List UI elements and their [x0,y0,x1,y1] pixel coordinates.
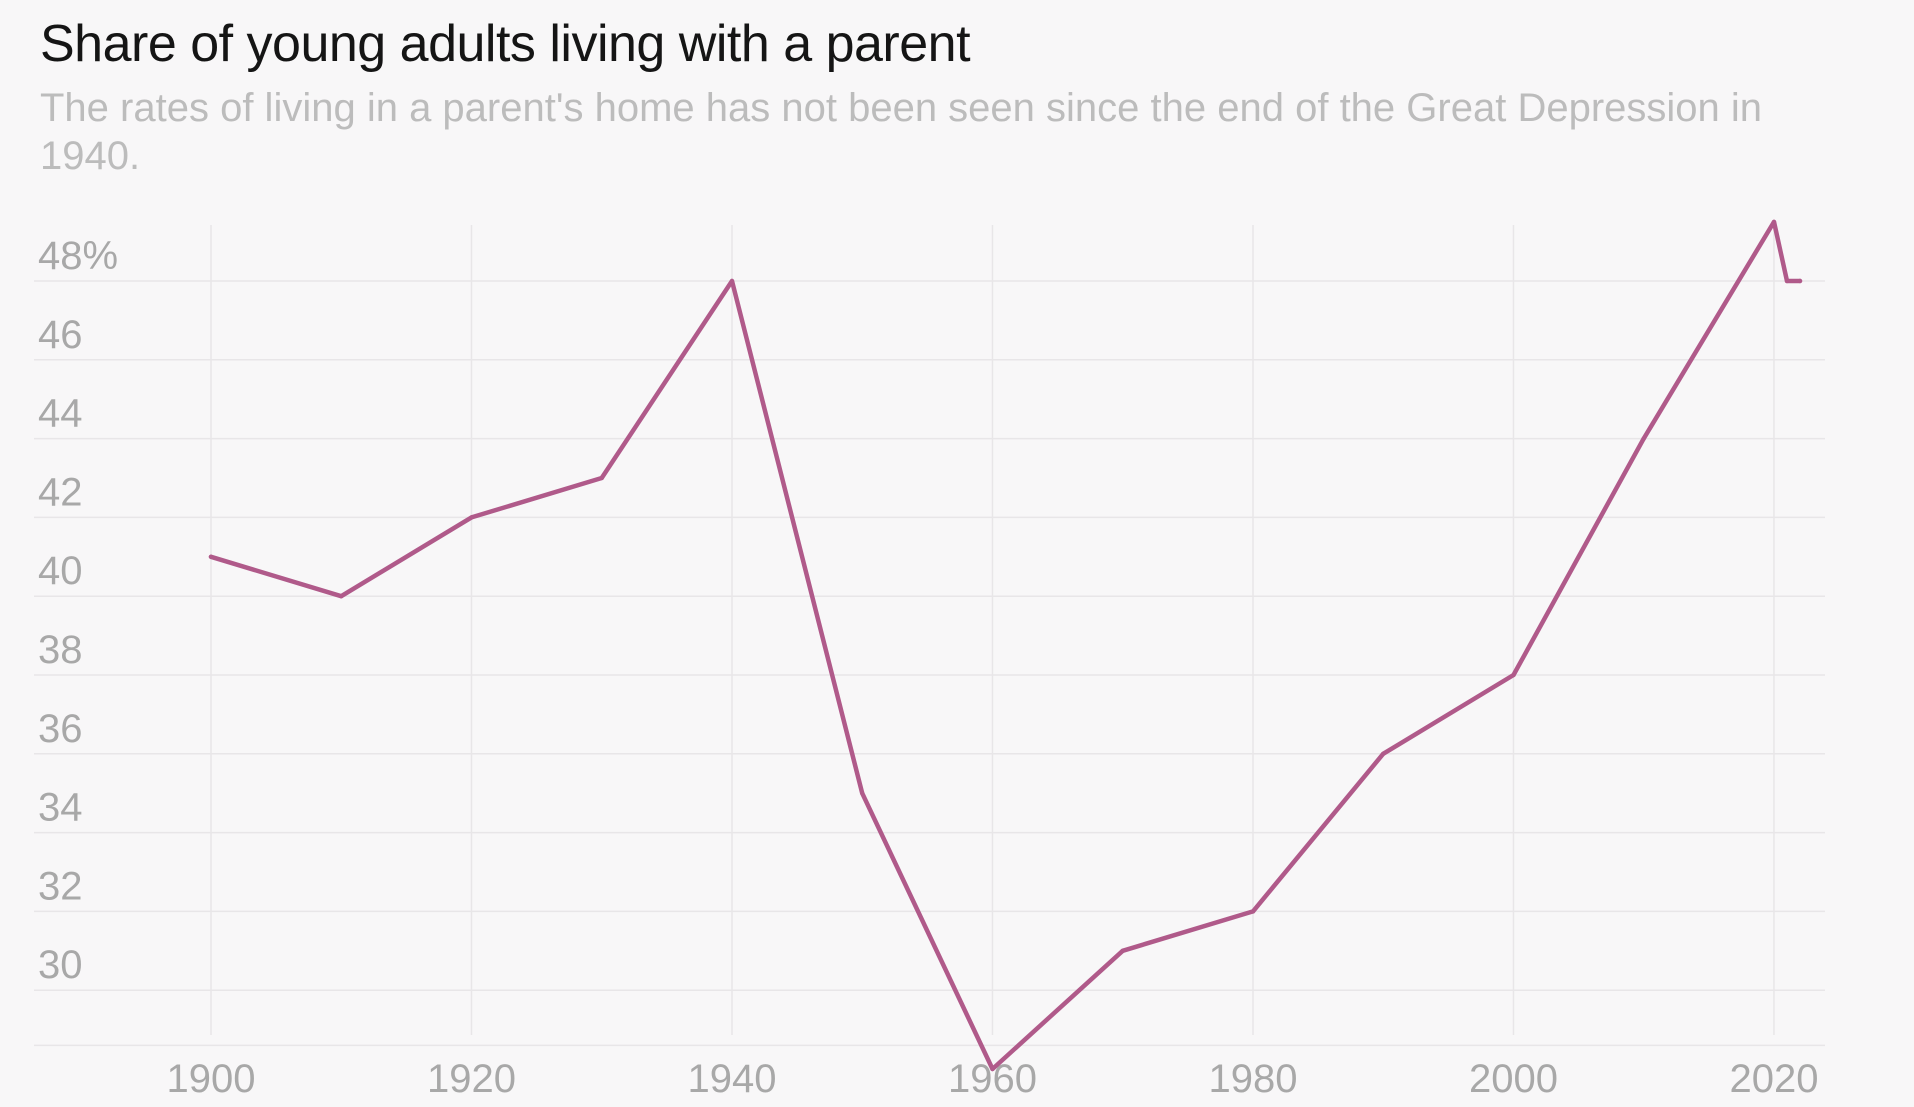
y-tick-label: 40 [38,549,83,593]
data-point [339,594,344,599]
y-tick-label: 48% [38,234,118,278]
x-tick-label: 1940 [687,1057,776,1101]
y-tick-label: 36 [38,707,83,751]
x-tick-label: 1980 [1208,1057,1297,1101]
data-point [1641,436,1646,441]
data-point [599,475,604,481]
y-tick-label: 30 [38,943,83,987]
data-point [1797,278,1803,284]
y-tick-label: 32 [38,864,83,908]
chart-title: Share of young adults living with a pare… [40,15,971,73]
data-point [990,1066,995,1072]
series-group [208,219,1803,1072]
y-tick-label: 34 [38,786,83,830]
chart-subtitle: The rates of living in a parent's home h… [40,86,1763,178]
x-axis-ticks: 1900 1920 1940 1960 1980 2000 2020 [167,1057,1819,1101]
data-point [1771,219,1777,225]
data-point [729,278,735,284]
data-point [1120,948,1125,953]
y-tick-label: 44 [38,392,83,436]
data-point [469,515,474,520]
y-axis-ticks: 48% 46 44 42 40 38 36 34 32 30 [38,234,118,987]
y-tick-label: 46 [38,313,83,357]
y-tick-label: 42 [38,470,83,514]
data-point [1250,909,1256,914]
x-tick-label: 2000 [1469,1057,1558,1101]
data-point [1381,751,1386,756]
data-point [1511,672,1516,678]
x-tick-label: 1920 [427,1057,516,1101]
data-point [208,554,214,559]
x-tick-label: 2020 [1729,1057,1818,1101]
x-tick-label: 1900 [167,1057,256,1101]
series-line [208,219,1803,1072]
x-tick-label: 1960 [948,1057,1037,1101]
y-tick-label: 38 [38,628,83,672]
data-point [1784,278,1790,284]
data-point [860,791,865,796]
grid-lines [34,225,1825,1047]
